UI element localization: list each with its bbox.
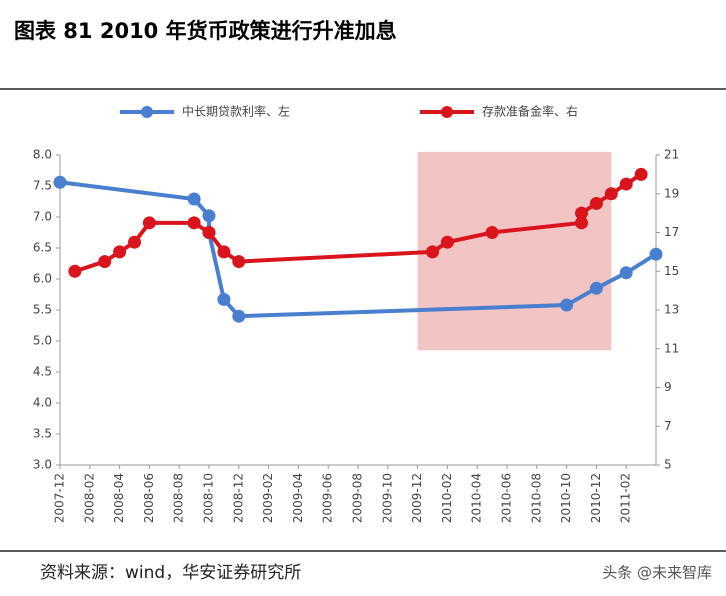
legend-label: 中长期贷款利率、左 <box>182 104 290 119</box>
y-tick-label: 8.0 <box>33 148 52 162</box>
y-tick-label: 3.5 <box>33 427 52 441</box>
x-tick-label: 2010-12 <box>589 473 603 523</box>
data-point <box>575 216 588 230</box>
data-point <box>217 245 231 259</box>
data-point <box>232 309 246 323</box>
x-tick-label: 2010-04 <box>470 473 484 523</box>
x-tick-label: 2009-10 <box>380 473 394 523</box>
data-point <box>202 226 216 239</box>
y2-tick-label: 17 <box>664 225 679 239</box>
watermark: 头条 @未来智库 <box>602 564 712 582</box>
data-point <box>128 235 141 249</box>
x-tick-label: 2010-06 <box>500 473 514 523</box>
x-tick-label: 2007-12 <box>53 473 67 523</box>
x-tick-label: 2008-10 <box>202 473 216 523</box>
data-point <box>426 245 439 259</box>
data-point <box>604 187 618 201</box>
data-point <box>113 245 127 259</box>
y2-tick-label: 21 <box>664 148 679 162</box>
data-point <box>619 266 633 280</box>
x-tick-label: 2010-08 <box>529 473 543 523</box>
series-line <box>59 180 658 319</box>
x-tick-label: 2009-06 <box>321 473 335 523</box>
y2-tick-label: 11 <box>664 341 679 355</box>
x-tick-label: 2009-04 <box>291 473 305 523</box>
y-tick-label: 4.0 <box>33 396 52 410</box>
data-point <box>485 226 499 239</box>
data-point <box>619 177 633 191</box>
highlight-band <box>417 151 612 351</box>
x-tick-label: 2010-02 <box>440 473 454 523</box>
data-point <box>440 235 454 249</box>
x-tick-label: 2009-12 <box>410 473 424 523</box>
data-point <box>187 216 201 230</box>
x-tick-label: 2008-08 <box>172 473 186 523</box>
x-tick-label: 2010-10 <box>559 473 573 523</box>
y-tick-label: 4.5 <box>33 365 52 379</box>
data-point <box>217 292 231 306</box>
x-tick-label: 2008-12 <box>231 473 245 523</box>
x-tick-label: 2008-06 <box>142 473 156 523</box>
y-tick-label: 3.0 <box>33 458 52 472</box>
data-point <box>575 206 588 220</box>
source: 资料来源：wind，华安证券研究所 <box>40 563 301 583</box>
y-tick-label: 5.5 <box>33 303 52 317</box>
x-tick-label: 2008-04 <box>112 473 126 523</box>
y2-tick-label: 7 <box>664 419 672 433</box>
legend-marker <box>441 106 453 118</box>
data-point <box>53 175 67 189</box>
data-point <box>589 196 603 210</box>
data-point <box>98 255 112 269</box>
x-tick-label: 2009-02 <box>261 473 275 523</box>
legend-label: 存款准备金率、右 <box>482 104 578 119</box>
data-point <box>142 216 156 230</box>
y2-tick-label: 19 <box>664 186 679 200</box>
x-tick-label: 2008-02 <box>82 473 96 523</box>
data-point <box>68 264 82 278</box>
y2-tick-label: 15 <box>664 264 679 278</box>
x-tick-label: 2011-02 <box>619 473 633 523</box>
data-point <box>202 209 216 223</box>
y2-tick-label: 5 <box>664 458 672 472</box>
y2-tick-label: 13 <box>664 303 679 317</box>
legend-marker <box>141 106 153 118</box>
y-tick-label: 6.5 <box>33 241 52 255</box>
data-point <box>232 255 246 269</box>
chart-title: 图表 81 2010 年货币政策进行升准加息 <box>14 19 397 43</box>
data-point <box>187 192 201 206</box>
data-point <box>634 167 648 181</box>
y-tick-label: 7.0 <box>33 210 52 224</box>
y-tick-label: 6.0 <box>33 272 52 286</box>
data-point <box>649 247 663 261</box>
data-point <box>560 298 574 312</box>
y-tick-label: 5.0 <box>33 334 52 348</box>
y2-tick-label: 9 <box>664 380 672 394</box>
x-tick-label: 2009-08 <box>351 473 365 523</box>
data-point <box>589 281 603 295</box>
y-tick-label: 7.5 <box>33 179 52 193</box>
